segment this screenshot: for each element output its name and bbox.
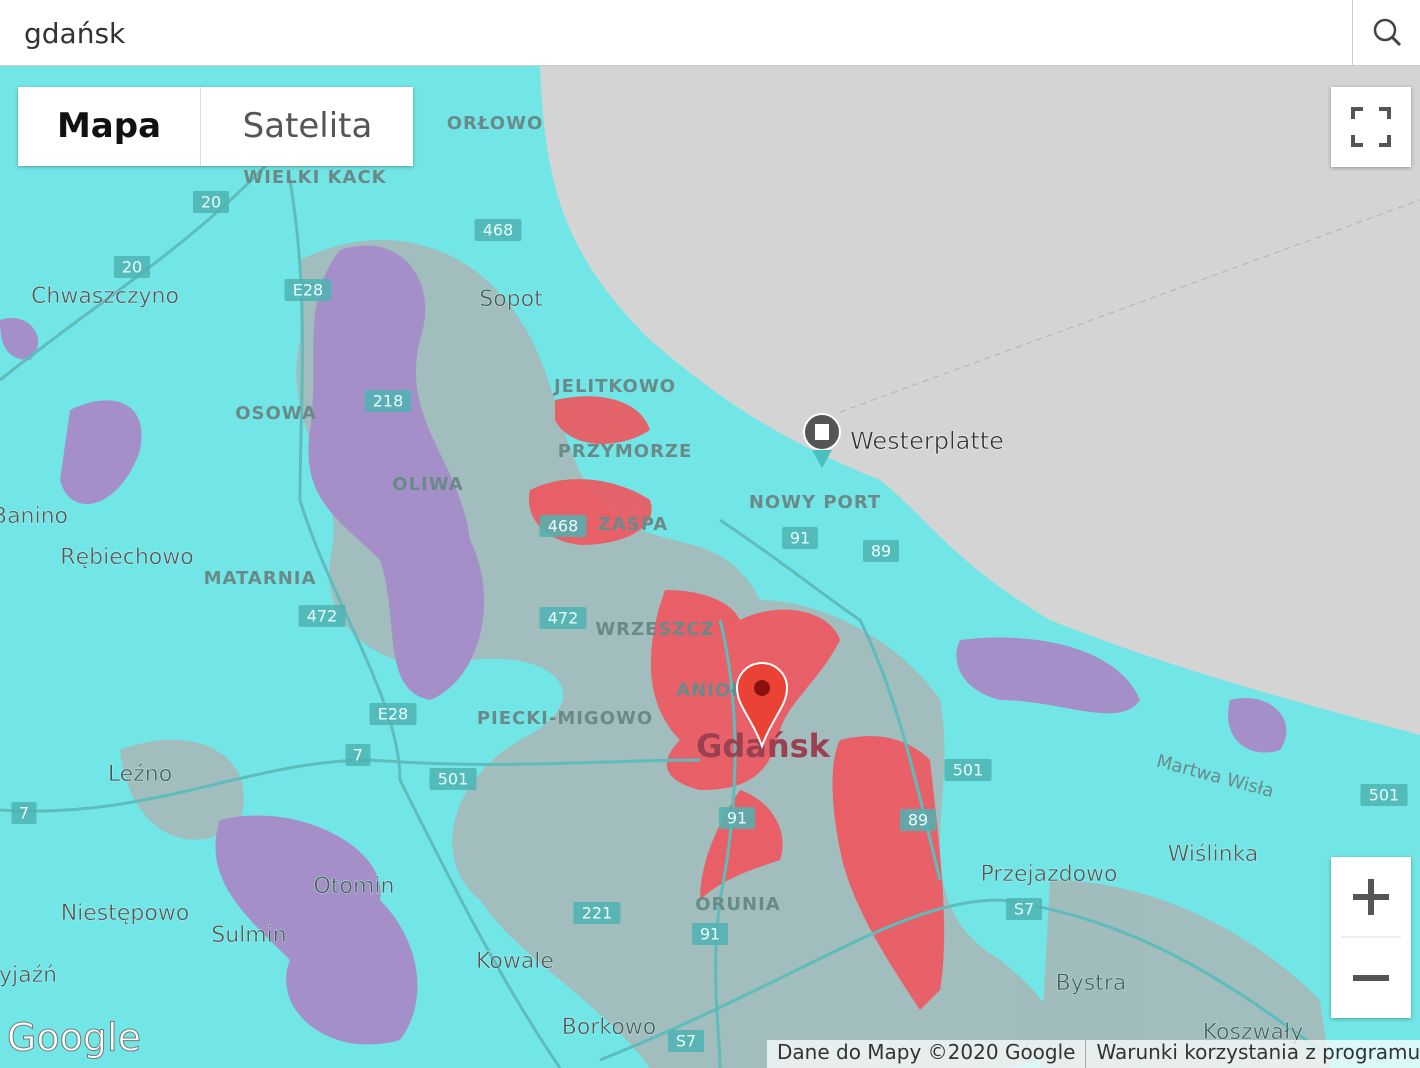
road-shield xyxy=(863,540,899,562)
place-label: NOWY PORT xyxy=(749,492,881,513)
place-label: ORŁOWO xyxy=(447,113,544,134)
road-number: 91 xyxy=(727,809,747,828)
road-number: S7 xyxy=(676,1032,696,1051)
map-button[interactable]: Mapa xyxy=(56,106,162,146)
road-shield xyxy=(345,744,371,766)
map[interactable]: Chwaszczyno Sopot OSOWA OLIWA JELITKOWO PRZYM… xyxy=(0,66,1420,1068)
road-shield xyxy=(668,1030,704,1052)
road-number: 472 xyxy=(307,607,338,626)
google-logo: Google xyxy=(7,1016,141,1060)
road-number: 91 xyxy=(790,529,810,548)
road-number: 501 xyxy=(953,761,984,780)
road-shield xyxy=(900,809,936,831)
road-shield xyxy=(369,703,417,725)
road-number: 20 xyxy=(201,193,221,212)
road-shield xyxy=(573,902,621,924)
road-number: 501 xyxy=(1369,786,1400,805)
road-shield xyxy=(474,219,522,241)
place-label: PRZYMORZE xyxy=(558,441,693,462)
place-label: Wiślinka xyxy=(1168,842,1259,867)
poi-label: Westerplatte xyxy=(850,427,1004,455)
road-number: 501 xyxy=(438,770,469,789)
road-shield xyxy=(193,191,229,213)
road-shield xyxy=(692,923,728,945)
place-label: Bystra xyxy=(1056,971,1127,996)
place-label: JELITKOWO xyxy=(552,376,676,397)
road-number: 20 xyxy=(122,258,142,277)
attribution: Dane do Mapy ©2020 Google Warunki korzys… xyxy=(767,1040,1420,1068)
place-label: Kowale xyxy=(476,949,554,974)
place-label: Borkowo xyxy=(562,1015,656,1040)
place-label: PIECKI-MIGOWO xyxy=(477,708,653,729)
place-label: Rębiechowo xyxy=(60,545,193,570)
road-shield xyxy=(114,256,150,278)
road-shield xyxy=(1006,898,1042,920)
place-label: Chwaszczyno xyxy=(31,284,179,309)
road-number: 218 xyxy=(373,392,404,411)
place-label: Banino xyxy=(0,504,68,529)
terms-link[interactable]: Warunki korzystania z programu xyxy=(1085,1040,1420,1068)
road-number: 468 xyxy=(483,221,514,240)
road-shield xyxy=(539,515,587,537)
place-label: Przejazdowo xyxy=(980,862,1117,887)
place-label: WRZESZCZ xyxy=(595,619,714,640)
road-number: S7 xyxy=(1014,900,1034,919)
road-number: 89 xyxy=(871,542,891,561)
satellite-button[interactable]: Satelita xyxy=(200,87,414,166)
attribution-data: Dane do Mapy ©2020 Google xyxy=(777,1040,1076,1064)
place-label: WIELKI KACK xyxy=(243,167,386,188)
road-number: 89 xyxy=(908,811,928,830)
road-number: 91 xyxy=(700,925,720,944)
road-shield xyxy=(11,802,37,824)
search-input[interactable]: gdańsk xyxy=(24,17,126,50)
zoom-out[interactable] xyxy=(1331,938,1411,1018)
road-number: 472 xyxy=(548,609,579,628)
zoom-control xyxy=(1331,857,1411,1018)
location-marker[interactable] xyxy=(735,662,789,749)
road-shield xyxy=(539,607,587,629)
place-label: OSOWA xyxy=(235,403,317,424)
search-button[interactable] xyxy=(1352,0,1420,66)
road-number: 468 xyxy=(548,517,579,536)
road-shield xyxy=(298,605,346,627)
place-label: Otomin xyxy=(314,874,395,899)
place-label: Niestępowo xyxy=(61,901,190,926)
road-shield xyxy=(719,807,755,829)
place-label: Leźno xyxy=(108,762,172,787)
map-type-control: Mapa Satelita xyxy=(18,87,413,166)
place-label: ZASPA xyxy=(598,514,668,535)
fullscreen-button[interactable] xyxy=(1331,87,1411,167)
road-number: E28 xyxy=(378,705,408,724)
road-number: 7 xyxy=(19,804,29,823)
road-shield xyxy=(364,390,412,412)
search-bar: gdańsk xyxy=(0,0,1420,66)
zoom-in[interactable] xyxy=(1331,857,1411,937)
place-label: ORUNIA xyxy=(695,894,780,915)
road-shield xyxy=(1360,784,1408,806)
poi-marker[interactable] xyxy=(803,413,841,468)
place-label: Sopot xyxy=(479,287,543,312)
place-label: ANIOŁ xyxy=(676,680,744,701)
place-label: MATARNIA xyxy=(204,568,317,589)
place-label: Sulmin xyxy=(211,923,287,948)
road-number: E28 xyxy=(293,281,323,300)
road-shield xyxy=(284,279,332,301)
road-shield xyxy=(944,759,992,781)
place-label: OLIWA xyxy=(392,474,463,495)
road-shield xyxy=(782,527,818,549)
road-shield xyxy=(429,768,477,790)
road-number: 221 xyxy=(582,904,613,923)
place-label: yjaźń xyxy=(0,963,57,988)
road-number: 7 xyxy=(353,746,363,765)
